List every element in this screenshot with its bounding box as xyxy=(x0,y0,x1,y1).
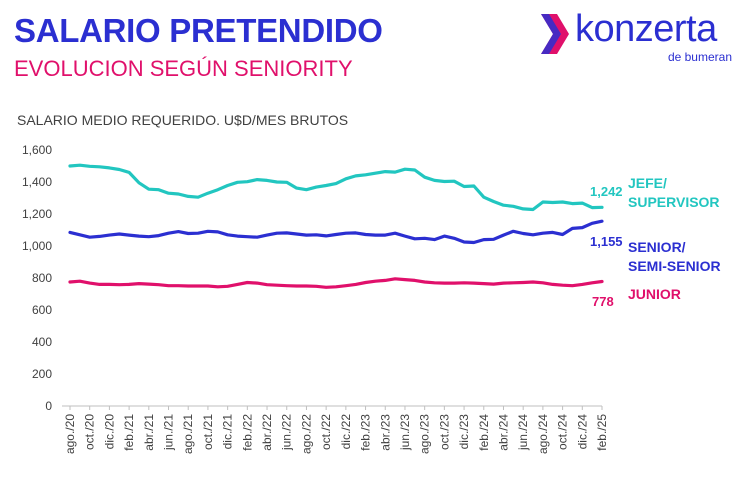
page-subtitle: EVOLUCION SEGÚN SENIORITY xyxy=(14,56,353,81)
x-tick-label: abr./24 xyxy=(496,414,510,451)
x-tick-label: jun./21 xyxy=(162,414,176,451)
x-tick-label: jun./24 xyxy=(516,414,530,451)
series-name-label: JEFE/SUPERVISOR xyxy=(628,174,720,212)
x-tick-label: dic./23 xyxy=(457,414,471,450)
x-tick-label: jun./23 xyxy=(398,414,412,451)
x-tick-label: ago./20 xyxy=(63,414,77,454)
x-tick-label: feb./25 xyxy=(595,414,609,451)
x-tick-label: ago./24 xyxy=(536,414,550,454)
x-tick-label: ago./21 xyxy=(181,414,195,454)
series-end-value: 1,155 xyxy=(590,234,623,249)
chart-title: SALARIO MEDIO REQUERIDO. U$D/MES BRUTOS xyxy=(17,112,349,128)
x-tick-label: oct./21 xyxy=(201,414,215,450)
x-tick-label: oct./20 xyxy=(83,414,97,450)
series-name-line: SENIOR/ xyxy=(628,239,686,255)
x-tick-label: dic./24 xyxy=(575,414,589,450)
series-line-1 xyxy=(68,219,604,245)
series-name-line: SUPERVISOR xyxy=(628,194,720,210)
y-tick-label: 1,600 xyxy=(22,143,52,157)
page-title: SALARIO PRETENDIDO xyxy=(14,12,383,49)
x-tick-label: dic./22 xyxy=(339,414,353,450)
y-tick-label: 600 xyxy=(32,303,52,317)
x-tick-label: ago./23 xyxy=(418,414,432,454)
y-tick-label: 800 xyxy=(32,271,52,285)
series-name-line: SEMI-SENIOR xyxy=(628,258,721,274)
x-tick-label: ago./22 xyxy=(299,414,313,454)
series-name-label: JUNIOR xyxy=(628,285,681,304)
y-tick-label: 400 xyxy=(32,335,52,349)
x-tick-label: feb./22 xyxy=(240,414,254,451)
x-tick-label: oct./23 xyxy=(437,414,451,450)
y-tick-label: 1,200 xyxy=(22,207,52,221)
series-name-line: JUNIOR xyxy=(628,286,681,302)
series-line-0 xyxy=(68,163,604,212)
series-end-value: 1,242 xyxy=(590,184,623,199)
series-line-2 xyxy=(68,277,604,289)
y-tick-label: 1,400 xyxy=(22,175,52,189)
konzerta-arrow-icon xyxy=(541,14,569,54)
x-tick-label: dic./21 xyxy=(221,414,235,450)
x-tick-label: feb./24 xyxy=(477,414,491,451)
x-tick-label: feb./23 xyxy=(359,414,373,451)
y-tick-label: 200 xyxy=(32,367,52,381)
series-end-value: 778 xyxy=(592,294,614,309)
x-tick-label: abr./21 xyxy=(142,414,156,451)
x-tick-label: dic./20 xyxy=(102,414,116,450)
logo-wordmark: konzerta xyxy=(575,8,717,50)
logo-tagline: de bumeran xyxy=(667,50,732,64)
konzerta-logo: konzerta de bumeran xyxy=(535,8,740,65)
series-name-line: JEFE/ xyxy=(628,175,667,191)
series-name-label: SENIOR/SEMI-SENIOR xyxy=(628,238,721,276)
x-tick-label: oct./24 xyxy=(556,414,570,450)
x-tick-label: feb./21 xyxy=(122,414,136,451)
x-tick-label: oct./22 xyxy=(319,414,333,450)
y-tick-label: 1,000 xyxy=(22,239,52,253)
x-tick-label: jun./22 xyxy=(280,414,294,451)
x-tick-label: abr./23 xyxy=(378,414,392,451)
y-tick-label: 0 xyxy=(45,399,52,413)
x-tick-label: abr./22 xyxy=(260,414,274,451)
